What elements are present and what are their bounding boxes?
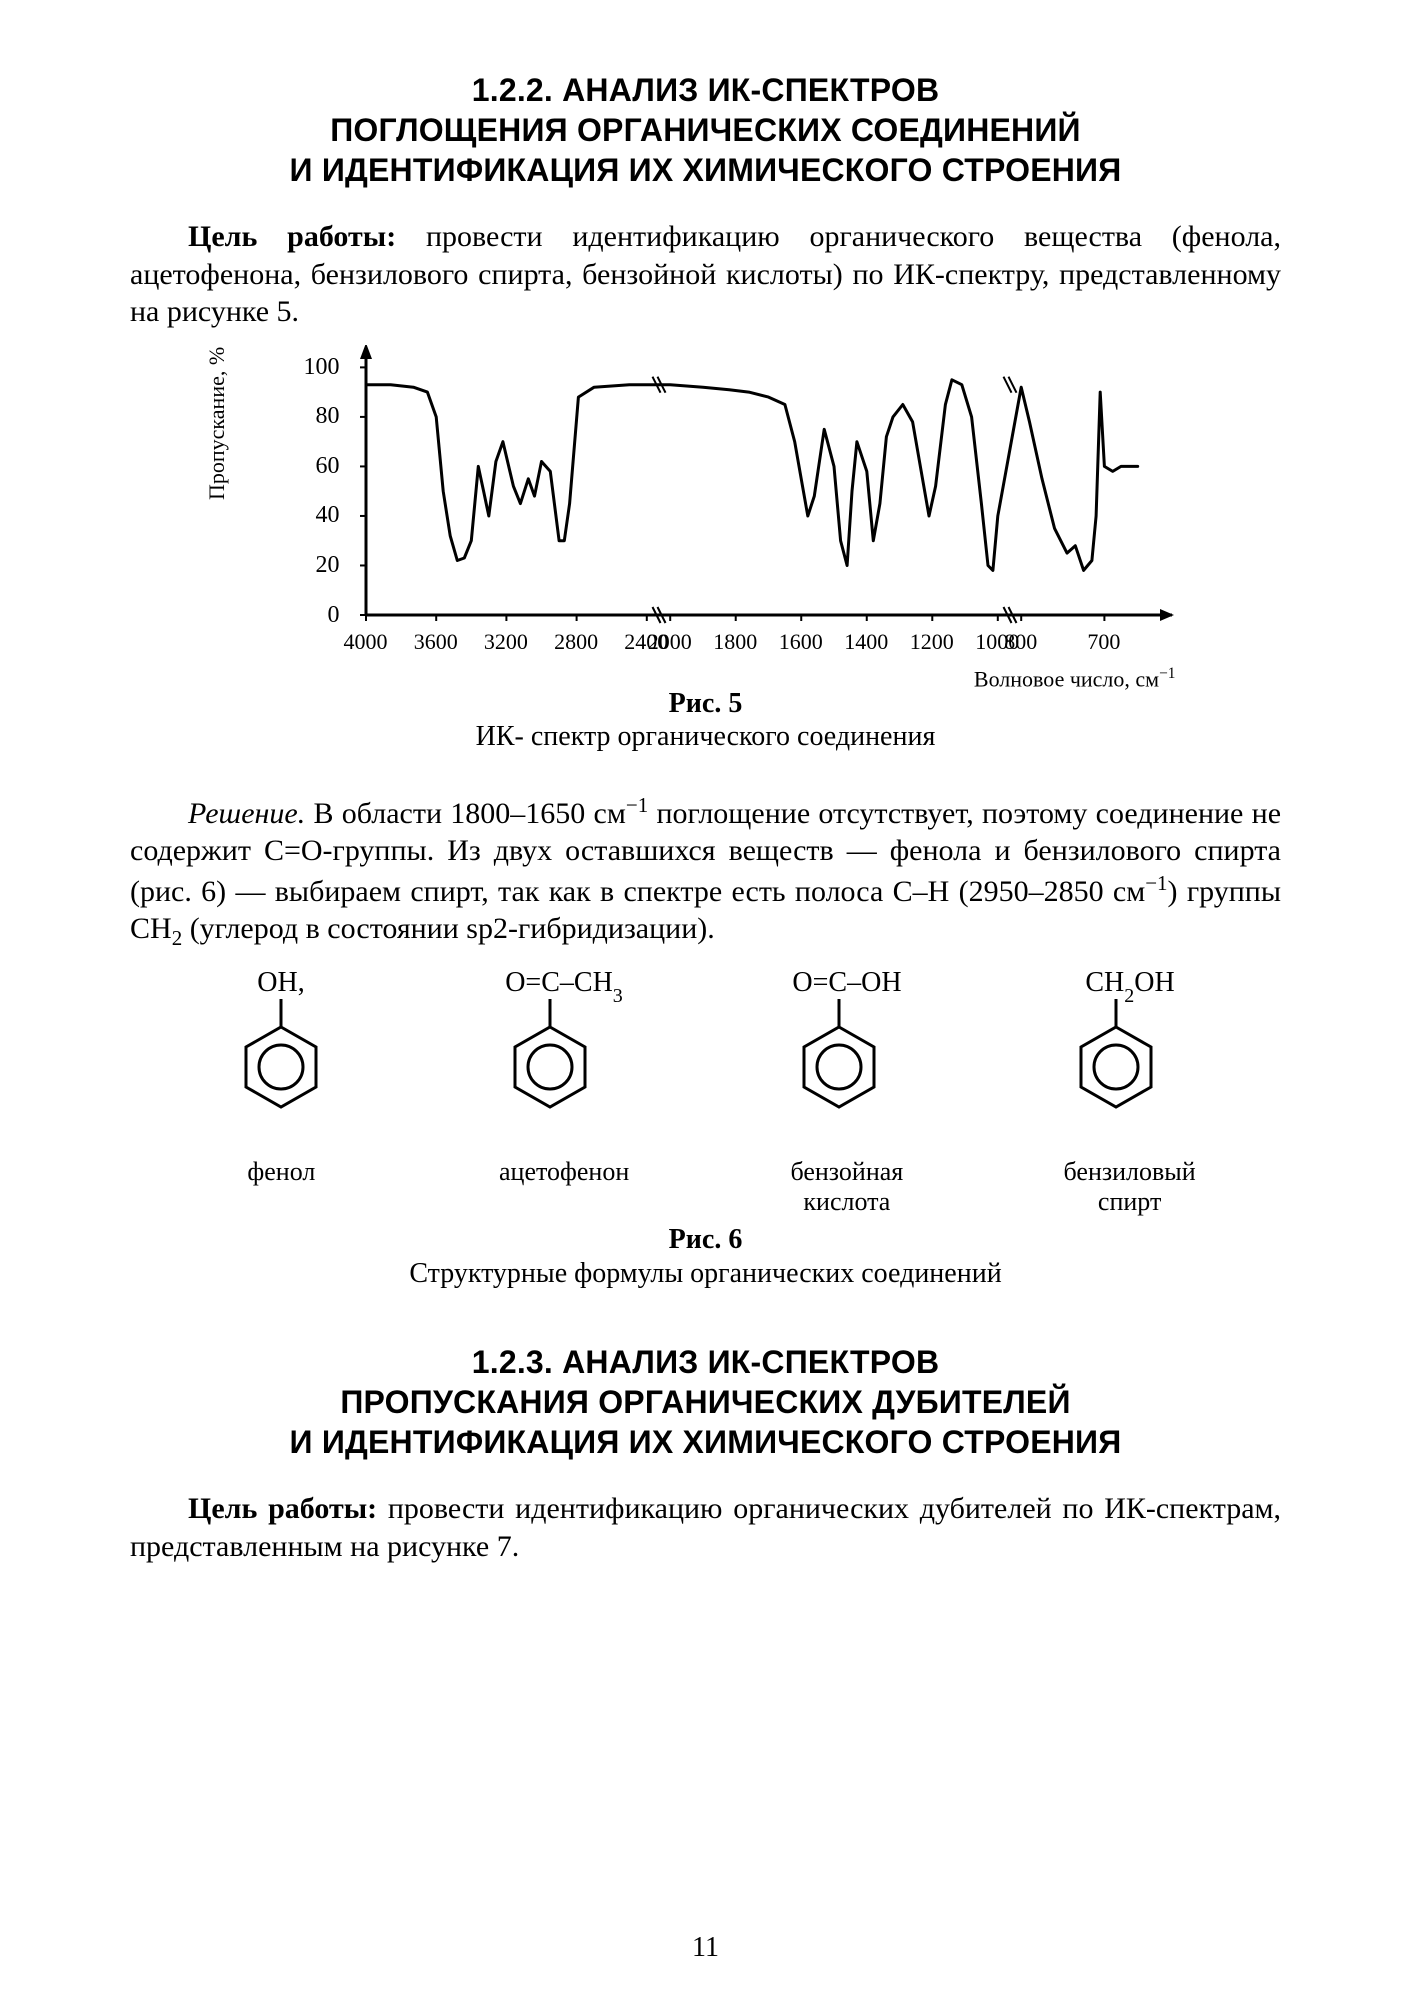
x-label-text: Волновое число, см [974, 666, 1159, 691]
solution-paragraph: Решение. В области 1800–1650 см−1 поглощ… [130, 792, 1281, 952]
solution-sup2: −1 [1145, 871, 1167, 895]
svg-text:OH,: OH, [258, 967, 305, 998]
heading-line: 1.2.3. АНАЛИЗ ИК-СПЕКТРОВ [472, 1344, 940, 1380]
benzoic-acid-structure: O=C–OH [737, 965, 957, 1145]
solution-text-a: В области 1800–1650 см [305, 797, 626, 830]
figure-num: Рис. 5 [669, 688, 743, 719]
page-number: 11 [0, 1932, 1411, 1964]
figure-5-caption: Рис. 5 ИК- спектр органического соединен… [130, 687, 1281, 754]
goal-label: Цель работы: [188, 1492, 377, 1525]
heading-line: И ИДЕНТИФИКАЦИЯ ИХ ХИМИЧЕСКОГО СТРОЕНИЯ [290, 152, 1122, 188]
figure-6-caption: Рис. 6 Структурные формулы органических … [130, 1223, 1281, 1290]
x-tick-label: 2000 [648, 629, 692, 655]
y-tick-label: 40 [288, 502, 340, 529]
mol-label: фенол [150, 1157, 413, 1187]
svg-text:CH2OH: CH2OH [1085, 967, 1174, 1007]
acetophenone-structure: O=C–CH3 [454, 965, 674, 1145]
y-tick-label: 20 [288, 552, 340, 579]
molecules-row: OH, фенол O=C–CH3 ацетофенон O=C–OH [150, 965, 1261, 1217]
mol-label: бензиловыйспирт [998, 1157, 1261, 1217]
y-tick-label: 60 [288, 453, 340, 480]
figure-5: Пропускание, % 0 20 40 60 80 100 4000 3600 3200… [130, 345, 1281, 754]
svg-text:O=C–CH3: O=C–CH3 [505, 967, 623, 1007]
heading-line: ПРОПУСКАНИЯ ОРГАНИЧЕСКИХ ДУБИТЕЛЕЙ [340, 1384, 1070, 1420]
y-ticks: 020406080100 [288, 345, 348, 625]
spectrum-svg [356, 345, 1176, 625]
x-label-sup: −1 [1159, 665, 1175, 682]
x-ticks: 4000360032002800240020001800160014001200… [356, 629, 1176, 659]
solution-sub1: 2 [172, 926, 183, 950]
molecule-benzoic-acid: O=C–OH бензойнаякислота [716, 965, 979, 1217]
y-tick-label: 100 [288, 354, 340, 381]
solution-sup1: −1 [626, 793, 648, 817]
x-tick-label: 2800 [554, 629, 598, 655]
x-tick-label: 800 [1004, 629, 1037, 655]
y-tick-label: 80 [288, 403, 340, 430]
figure-title: Структурные формулы органических соедине… [409, 1258, 1001, 1289]
molecule-acetophenone: O=C–CH3 ацетофенон [433, 965, 696, 1217]
benzyl-alcohol-structure: CH2OH [1030, 965, 1230, 1145]
x-tick-label: 3200 [484, 629, 528, 655]
goal-paragraph-1: Цель работы: провести идентификацию орга… [130, 218, 1281, 331]
x-tick-label: 1600 [779, 629, 823, 655]
phenol-structure: OH, [206, 965, 356, 1145]
heading-line: ПОГЛОЩЕНИЯ ОРГАНИЧЕСКИХ СОЕДИНЕНИЙ [330, 112, 1081, 148]
section-1-heading: 1.2.2. АНАЛИЗ ИК-СПЕКТРОВ ПОГЛОЩЕНИЯ ОРГ… [130, 70, 1281, 190]
goal-label: Цель работы: [188, 220, 396, 253]
mol-label: ацетофенон [433, 1157, 696, 1187]
solution-text-d: (углерод в состоянии sp2-гибридизации). [182, 912, 715, 945]
page: 1.2.2. АНАЛИЗ ИК-СПЕКТРОВ ПОГЛОЩЕНИЯ ОРГ… [0, 0, 1411, 2000]
heading-line: И ИДЕНТИФИКАЦИЯ ИХ ХИМИЧЕСКОГО СТРОЕНИЯ [290, 1424, 1122, 1460]
solution-label: Решение. [188, 797, 305, 830]
x-tick-label: 1400 [844, 629, 888, 655]
y-axis-label: Пропускание, % [204, 346, 230, 499]
molecule-phenol: OH, фенол [150, 965, 413, 1217]
plot-area [356, 345, 1176, 625]
x-tick-label: 4000 [344, 629, 388, 655]
molecule-benzyl-alcohol: CH2OH бензиловыйспирт [998, 965, 1261, 1217]
figure-num: Рис. 6 [669, 1224, 743, 1255]
x-tick-label: 1200 [910, 629, 954, 655]
svg-text:O=C–OH: O=C–OH [792, 967, 901, 998]
x-axis-label: Волновое число, см−1 [974, 665, 1176, 692]
ir-spectrum-chart: Пропускание, % 020406080100 400036003200… [226, 345, 1186, 665]
heading-line: 1.2.2. АНАЛИЗ ИК-СПЕКТРОВ [472, 72, 940, 108]
figure-title: ИК- спектр органического соединения [476, 721, 936, 752]
goal-paragraph-2: Цель работы: провести идентификацию орга… [130, 1490, 1281, 1565]
y-tick-label: 0 [288, 602, 340, 629]
section-2-heading: 1.2.3. АНАЛИЗ ИК-СПЕКТРОВ ПРОПУСКАНИЯ ОР… [130, 1342, 1281, 1462]
x-tick-label: 3600 [414, 629, 458, 655]
x-tick-label: 1800 [713, 629, 757, 655]
x-tick-label: 700 [1087, 629, 1120, 655]
mol-label: бензойнаякислота [716, 1157, 979, 1217]
